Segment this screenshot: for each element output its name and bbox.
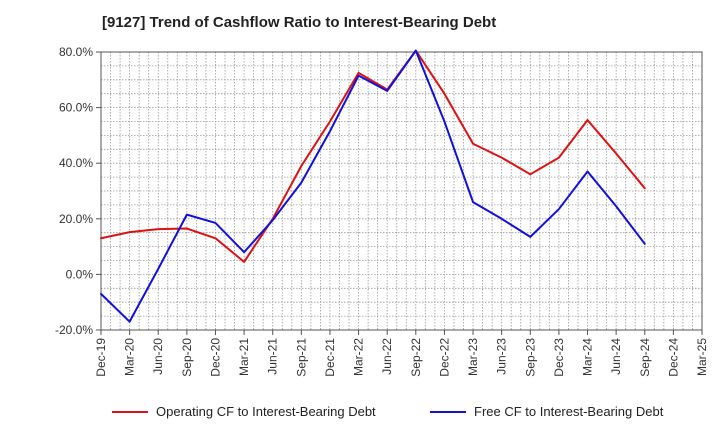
x-tick-label: Dec-21 — [323, 338, 337, 377]
x-tick-label: Mar-24 — [581, 338, 595, 376]
x-tick-label: Jun-23 — [495, 338, 509, 375]
series-line-operating-cf — [100, 49, 646, 263]
y-tick-label: 0.0% — [66, 267, 94, 281]
legend-free-cf-swatch — [430, 410, 466, 413]
x-tick-label: Mar-25 — [695, 338, 709, 376]
plot-border — [100, 51, 703, 331]
y-tick-label: 40.0% — [59, 156, 93, 170]
x-tick-label: Jun-21 — [266, 338, 280, 375]
x-tick-label: Jun-22 — [380, 338, 394, 375]
x-tick-label: Jun-24 — [609, 338, 623, 375]
x-tick-label: Sep-21 — [294, 338, 308, 377]
series-line-free-cf — [100, 49, 646, 323]
legend-free-cf-label: Free CF to Interest-Bearing Debt — [474, 404, 664, 419]
legend-operating-cf: Operating CF to Interest-Bearing Debt — [112, 404, 376, 419]
x-tick-label: Dec-24 — [666, 338, 680, 377]
x-tick-label: Dec-22 — [437, 338, 451, 377]
y-tick-label: 20.0% — [59, 212, 93, 226]
y-tick-label: 60.0% — [59, 101, 93, 115]
x-tick-label: Mar-20 — [123, 338, 137, 376]
x-tick-label: Sep-22 — [409, 338, 423, 377]
x-tick-label: Dec-20 — [208, 338, 222, 377]
x-tick-label: Dec-23 — [552, 338, 566, 377]
y-tick-label: 80.0% — [59, 45, 93, 59]
x-tick-label: Sep-20 — [180, 338, 194, 377]
x-tick-label: Mar-21 — [237, 338, 251, 376]
x-tick-label: Sep-24 — [638, 338, 652, 377]
y-tick-label: -20.0% — [55, 323, 93, 337]
legend-operating-cf-swatch — [112, 410, 148, 413]
x-tick-label: Sep-23 — [523, 338, 537, 377]
x-tick-label: Mar-22 — [352, 338, 366, 376]
chart-title: [9127] Trend of Cashflow Ratio to Intere… — [102, 14, 497, 31]
legend-operating-cf-label: Operating CF to Interest-Bearing Debt — [156, 404, 376, 419]
x-tick-label: Jun-20 — [151, 338, 165, 375]
legend-free-cf: Free CF to Interest-Bearing Debt — [430, 404, 663, 419]
x-tick-label: Mar-23 — [466, 338, 480, 376]
x-tick-label: Dec-19 — [94, 338, 108, 377]
